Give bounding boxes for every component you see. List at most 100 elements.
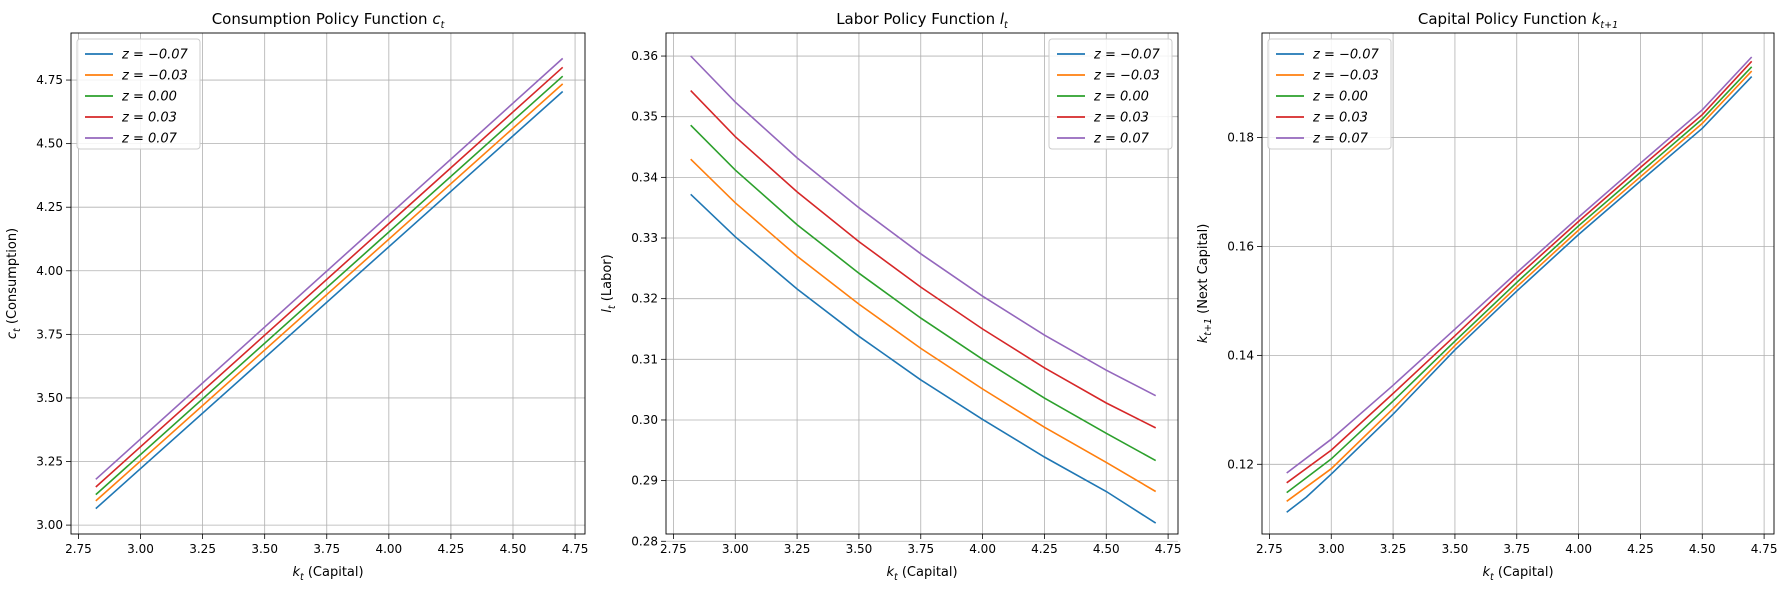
y-tick-label: 0.12	[1227, 457, 1254, 471]
legend-entry: z = 0.00	[121, 90, 177, 105]
legend-entry: z = 0.00	[1093, 90, 1149, 105]
chart-title-text: Consumption Policy Function	[212, 10, 433, 28]
x-tick-label: 3.00	[127, 542, 154, 556]
chart-title: Capital Policy Function kt+1	[1418, 10, 1618, 31]
y-tick-label: 0.29	[631, 474, 658, 488]
x-tick-label: 3.00	[1318, 542, 1345, 556]
x-tick-label: 4.50	[1093, 542, 1120, 556]
chart-title-text: Labor Policy Function	[836, 10, 1000, 28]
x-tick-label: 4.25	[438, 542, 465, 556]
x-tick-label: 3.25	[1380, 542, 1407, 556]
series-line-2	[1286, 70, 1753, 502]
x-tick-label: 4.25	[1031, 542, 1058, 556]
y-tick-label: 4.25	[36, 200, 63, 214]
legend-entry: z = 0.07	[121, 132, 178, 147]
x-tick-label: 4.75	[1155, 542, 1182, 556]
series-line-5	[95, 57, 564, 480]
legend-entry: z = 0.07	[1093, 132, 1150, 147]
y-axis-label: lt (Labor)	[600, 254, 618, 312]
y-tick-label: 0.16	[1227, 239, 1254, 253]
x-tick-label: 2.75	[1256, 542, 1283, 556]
y-tick-label: 4.00	[36, 264, 63, 278]
chart-panel-3: 2.75 3.00 3.25 3.50 3.75 4.00 4.25 4.50 4.75 0.12…	[1196, 10, 1777, 583]
series-line-2	[95, 83, 564, 502]
series-line-2	[690, 158, 1157, 493]
y-tick-label: 0.34	[631, 170, 658, 184]
legend: z = −0.07 z = −0.03 z = 0.00 z = 0.03 z = 0.…	[76, 38, 201, 150]
y-axis-label: kt+1 (Next Capital)	[1196, 224, 1214, 344]
legend-entry: z = 0.03	[1093, 111, 1149, 126]
y-tick-label: 0.30	[631, 413, 658, 427]
legend-entry: z = 0.03	[121, 111, 177, 126]
series-line-4	[95, 66, 564, 488]
y-tick-label: 0.14	[1227, 348, 1254, 362]
series-line-1	[690, 193, 1157, 524]
plot-frame	[665, 32, 1179, 535]
plot-frame	[1261, 32, 1775, 535]
y-tick-label: 0.36	[631, 49, 658, 63]
y-tick-label: 3.75	[36, 327, 63, 341]
y-tick-label: 0.33	[631, 231, 658, 245]
y-tick-label: 3.00	[36, 518, 63, 532]
y-tick-label: 0.28	[631, 534, 658, 548]
legend: z = −0.07 z = −0.03 z = 0.00 z = 0.03 z = 0.…	[1048, 38, 1173, 150]
y-tick-label: 4.50	[36, 137, 63, 151]
x-tick-label: 3.75	[1503, 542, 1530, 556]
legend-entry: z = −0.07	[1093, 48, 1161, 63]
x-tick-label: 4.75	[1751, 542, 1778, 556]
series-line-3	[95, 75, 564, 496]
series-line-4	[690, 90, 1157, 429]
x-tick-label: 4.50	[500, 542, 527, 556]
y-tick-label: 0.35	[631, 110, 658, 124]
y-tick-label: 3.50	[36, 391, 63, 405]
x-tick-label: 3.50	[251, 542, 278, 556]
y-tick-label: 0.18	[1227, 131, 1254, 145]
x-tick-label: 3.50	[1442, 542, 1469, 556]
legend-box	[1267, 38, 1392, 150]
chart-title: Consumption Policy Function ct	[212, 10, 446, 31]
x-tick-label: 4.00	[1565, 542, 1592, 556]
y-tick-label: 3.25	[36, 455, 63, 469]
x-tick-label: 3.25	[189, 542, 216, 556]
x-tick-label: 2.75	[660, 542, 687, 556]
x-tick-label: 3.75	[313, 542, 340, 556]
series-line-5	[1286, 56, 1753, 474]
y-tick-label: 0.31	[631, 352, 658, 366]
x-tick-label: 4.25	[1627, 542, 1654, 556]
chart-panel-1: 2.75 3.00 3.25 3.50 3.75 4.00 4.25 4.50 4.753.00…	[5, 10, 588, 583]
series-line-3	[1286, 66, 1753, 494]
series-line-4	[1286, 60, 1753, 484]
x-tick-label: 3.50	[846, 542, 873, 556]
x-tick-label: 4.75	[562, 542, 589, 556]
y-tick-label: 0.32	[631, 292, 658, 306]
x-axis-label: kt (Capital)	[886, 565, 957, 583]
chart-panel-2: 2.75 3.00 3.25 3.50 3.75 4.00 4.25 4.50 4.75 0.28…	[600, 10, 1181, 583]
chart-title: Labor Policy Function lt	[836, 10, 1009, 31]
legend-box	[76, 38, 201, 150]
y-axis-label: ct (Consumption)	[5, 228, 23, 339]
legend-entry: z = −0.07	[1312, 48, 1380, 63]
series-line-3	[690, 124, 1157, 462]
legend: z = −0.07 z = −0.03 z = 0.00 z = 0.03 z = 0.…	[1267, 38, 1392, 150]
legend-entry: z = −0.07	[121, 48, 189, 63]
legend-entry: z = −0.03	[121, 69, 188, 84]
x-tick-label: 4.00	[969, 542, 996, 556]
x-tick-label: 3.25	[784, 542, 811, 556]
legend-entry: z = −0.03	[1093, 69, 1160, 84]
legend-entry: z = 0.00	[1312, 90, 1368, 105]
legend-box	[1048, 38, 1173, 150]
x-tick-label: 4.50	[1689, 542, 1716, 556]
x-tick-label: 4.00	[375, 542, 402, 556]
x-tick-label: 3.00	[722, 542, 749, 556]
chart-title-text: Capital Policy Function	[1418, 10, 1592, 28]
series-line-1	[1286, 76, 1753, 513]
legend-entry: z = 0.07	[1312, 132, 1369, 147]
x-tick-label: 2.75	[65, 542, 92, 556]
plot-frame	[70, 32, 586, 535]
x-tick-label: 3.75	[907, 542, 934, 556]
x-axis-label: kt (Capital)	[292, 565, 363, 583]
legend-entry: z = 0.03	[1312, 111, 1368, 126]
series-line-5	[690, 55, 1157, 397]
legend-entry: z = −0.03	[1312, 69, 1379, 84]
